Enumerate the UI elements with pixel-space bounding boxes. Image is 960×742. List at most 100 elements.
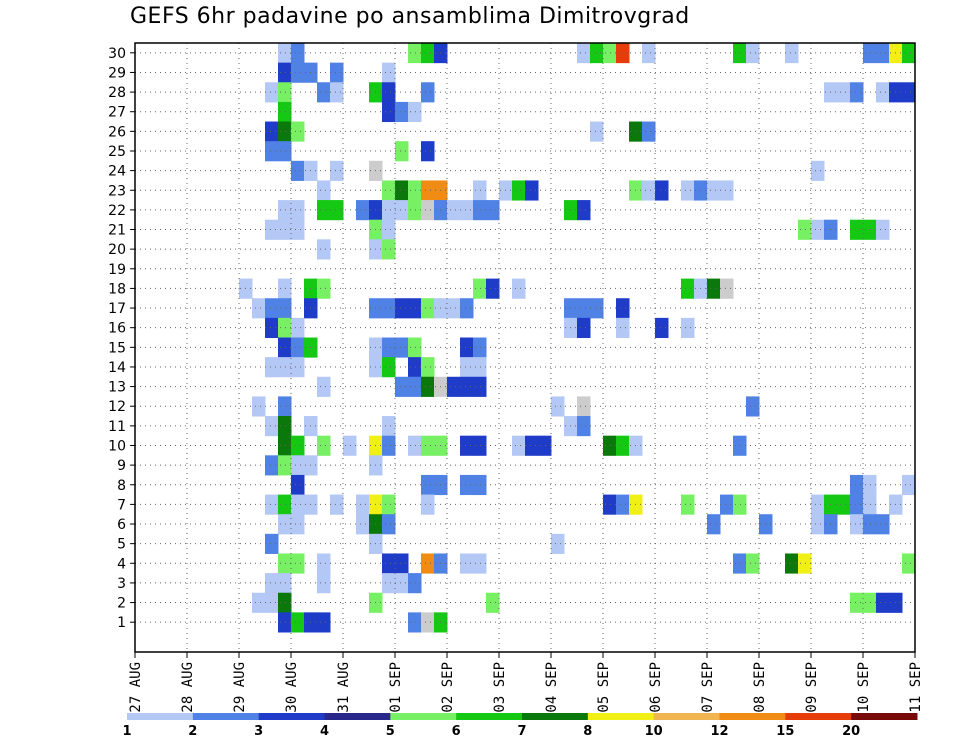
colorbar-legend: 1 2 3 4 5 6 7 8 10 12 15 20 [122,713,918,739]
heatmap-cell [590,121,604,142]
y-axis: 1234567891011121314151617181920212223242… [108,46,135,631]
y-tick-label: 14 [108,360,126,376]
heatmap-cell [395,180,409,201]
heatmap-cell [655,317,669,338]
heatmap-cell [902,474,916,496]
heatmap-cell [473,200,487,221]
heatmap-cell [460,200,474,221]
heatmap-cell [408,435,422,456]
heatmap-cell [603,435,617,456]
heatmap-cell [876,82,890,103]
y-tick-label: 8 [117,478,126,494]
heatmap-cell [408,612,422,633]
heatmap-cell [733,435,747,456]
heatmap-cell [408,180,422,201]
colorbar-swatch [456,713,523,720]
heatmap-cell [291,160,305,181]
y-tick-label: 21 [108,223,126,239]
heatmap-cell [473,553,487,574]
y-tick-label: 6 [117,517,126,533]
y-tick-label: 20 [108,242,126,258]
heatmap-cell [317,239,331,260]
heatmap-cell [681,278,695,299]
heatmap-cell [876,43,890,64]
heatmap-cell [577,317,591,338]
heatmap-cell [278,553,292,574]
heatmap-cell [460,298,474,319]
heatmap-cell [408,337,422,358]
y-tick-label: 22 [108,203,126,219]
heatmap-cell [356,200,370,221]
x-axis: 27 AUG 28 AUG 29 AUG 30 AUG 31 AUG 01 SEP 02 S… [128,652,924,713]
heatmap-cell [265,592,279,613]
heatmap-cell [408,357,422,378]
heatmap-cell [460,376,474,397]
heatmap-cell [811,219,825,240]
heatmap-cell [681,494,695,515]
heatmap-cell [291,62,305,83]
heatmap-cell [460,435,474,456]
heatmap-cell [473,376,487,397]
heatmap-cell [291,612,305,633]
heatmap-cell [291,474,305,496]
y-tick-label: 7 [117,497,126,513]
heatmap-cell [278,592,292,613]
colorbar-label: 12 [710,724,728,739]
heatmap-cell [603,494,617,515]
heatmap-cell [447,298,461,319]
y-tick-label: 30 [108,46,126,62]
x-tick-label: 07 SEP [700,662,716,713]
y-tick-label: 5 [117,537,126,553]
x-tick-label: 08 SEP [752,662,768,713]
y-tick-label: 19 [108,262,126,278]
heatmap-cell [850,474,864,496]
heatmap-cell [642,43,656,64]
heatmap-cell [616,494,630,515]
colorbar-swatch [258,713,325,720]
heatmap-cell [876,514,890,535]
heatmap-cell [798,553,812,574]
heatmap-cell [785,43,799,64]
heatmap-cell [512,435,526,456]
colorbar-label: 15 [776,724,794,739]
heatmap-cell [395,337,409,358]
heatmap-cell [707,514,721,535]
heatmap-cell [278,278,292,299]
heatmap-cell [655,180,669,201]
heatmap-cell [356,514,370,535]
y-tick-label: 15 [108,340,126,356]
heatmap-cell [421,357,435,378]
heatmap-cell [733,494,747,515]
heatmap-cell [408,298,422,319]
x-tick-label: 27 AUG [128,662,144,713]
heatmap-cell [460,474,474,496]
heatmap-cell [590,43,604,64]
heatmap-cell [278,317,292,338]
heatmap-cell [252,592,266,613]
y-tick-label: 27 [108,105,126,121]
heatmap-cell [603,43,617,64]
heatmap-cell [343,435,357,456]
heatmap-cell [616,298,630,319]
heatmap-cell [291,514,305,535]
heatmap-cell [291,553,305,574]
heatmap-cell [278,82,292,103]
x-tick-label: 10 SEP [856,662,872,713]
heatmap-cell [811,160,825,181]
heatmap-cell [876,592,890,613]
heatmap-cell [278,416,292,437]
heatmap-cell [317,573,331,594]
x-tick-label: 03 SEP [492,662,508,713]
heatmap-cell [408,101,422,123]
heatmap-cell [421,376,435,397]
heatmap-cell [473,278,487,299]
heatmap-cell [291,455,305,476]
heatmap-cell [382,62,396,83]
heatmap-cell [460,553,474,574]
heatmap-cell [720,180,734,201]
heatmap-cell [278,337,292,358]
heatmap-cell [421,141,435,162]
x-tick-label: 11 SEP [908,662,924,713]
y-tick-label: 9 [117,458,126,474]
heatmap-cell [382,101,396,123]
